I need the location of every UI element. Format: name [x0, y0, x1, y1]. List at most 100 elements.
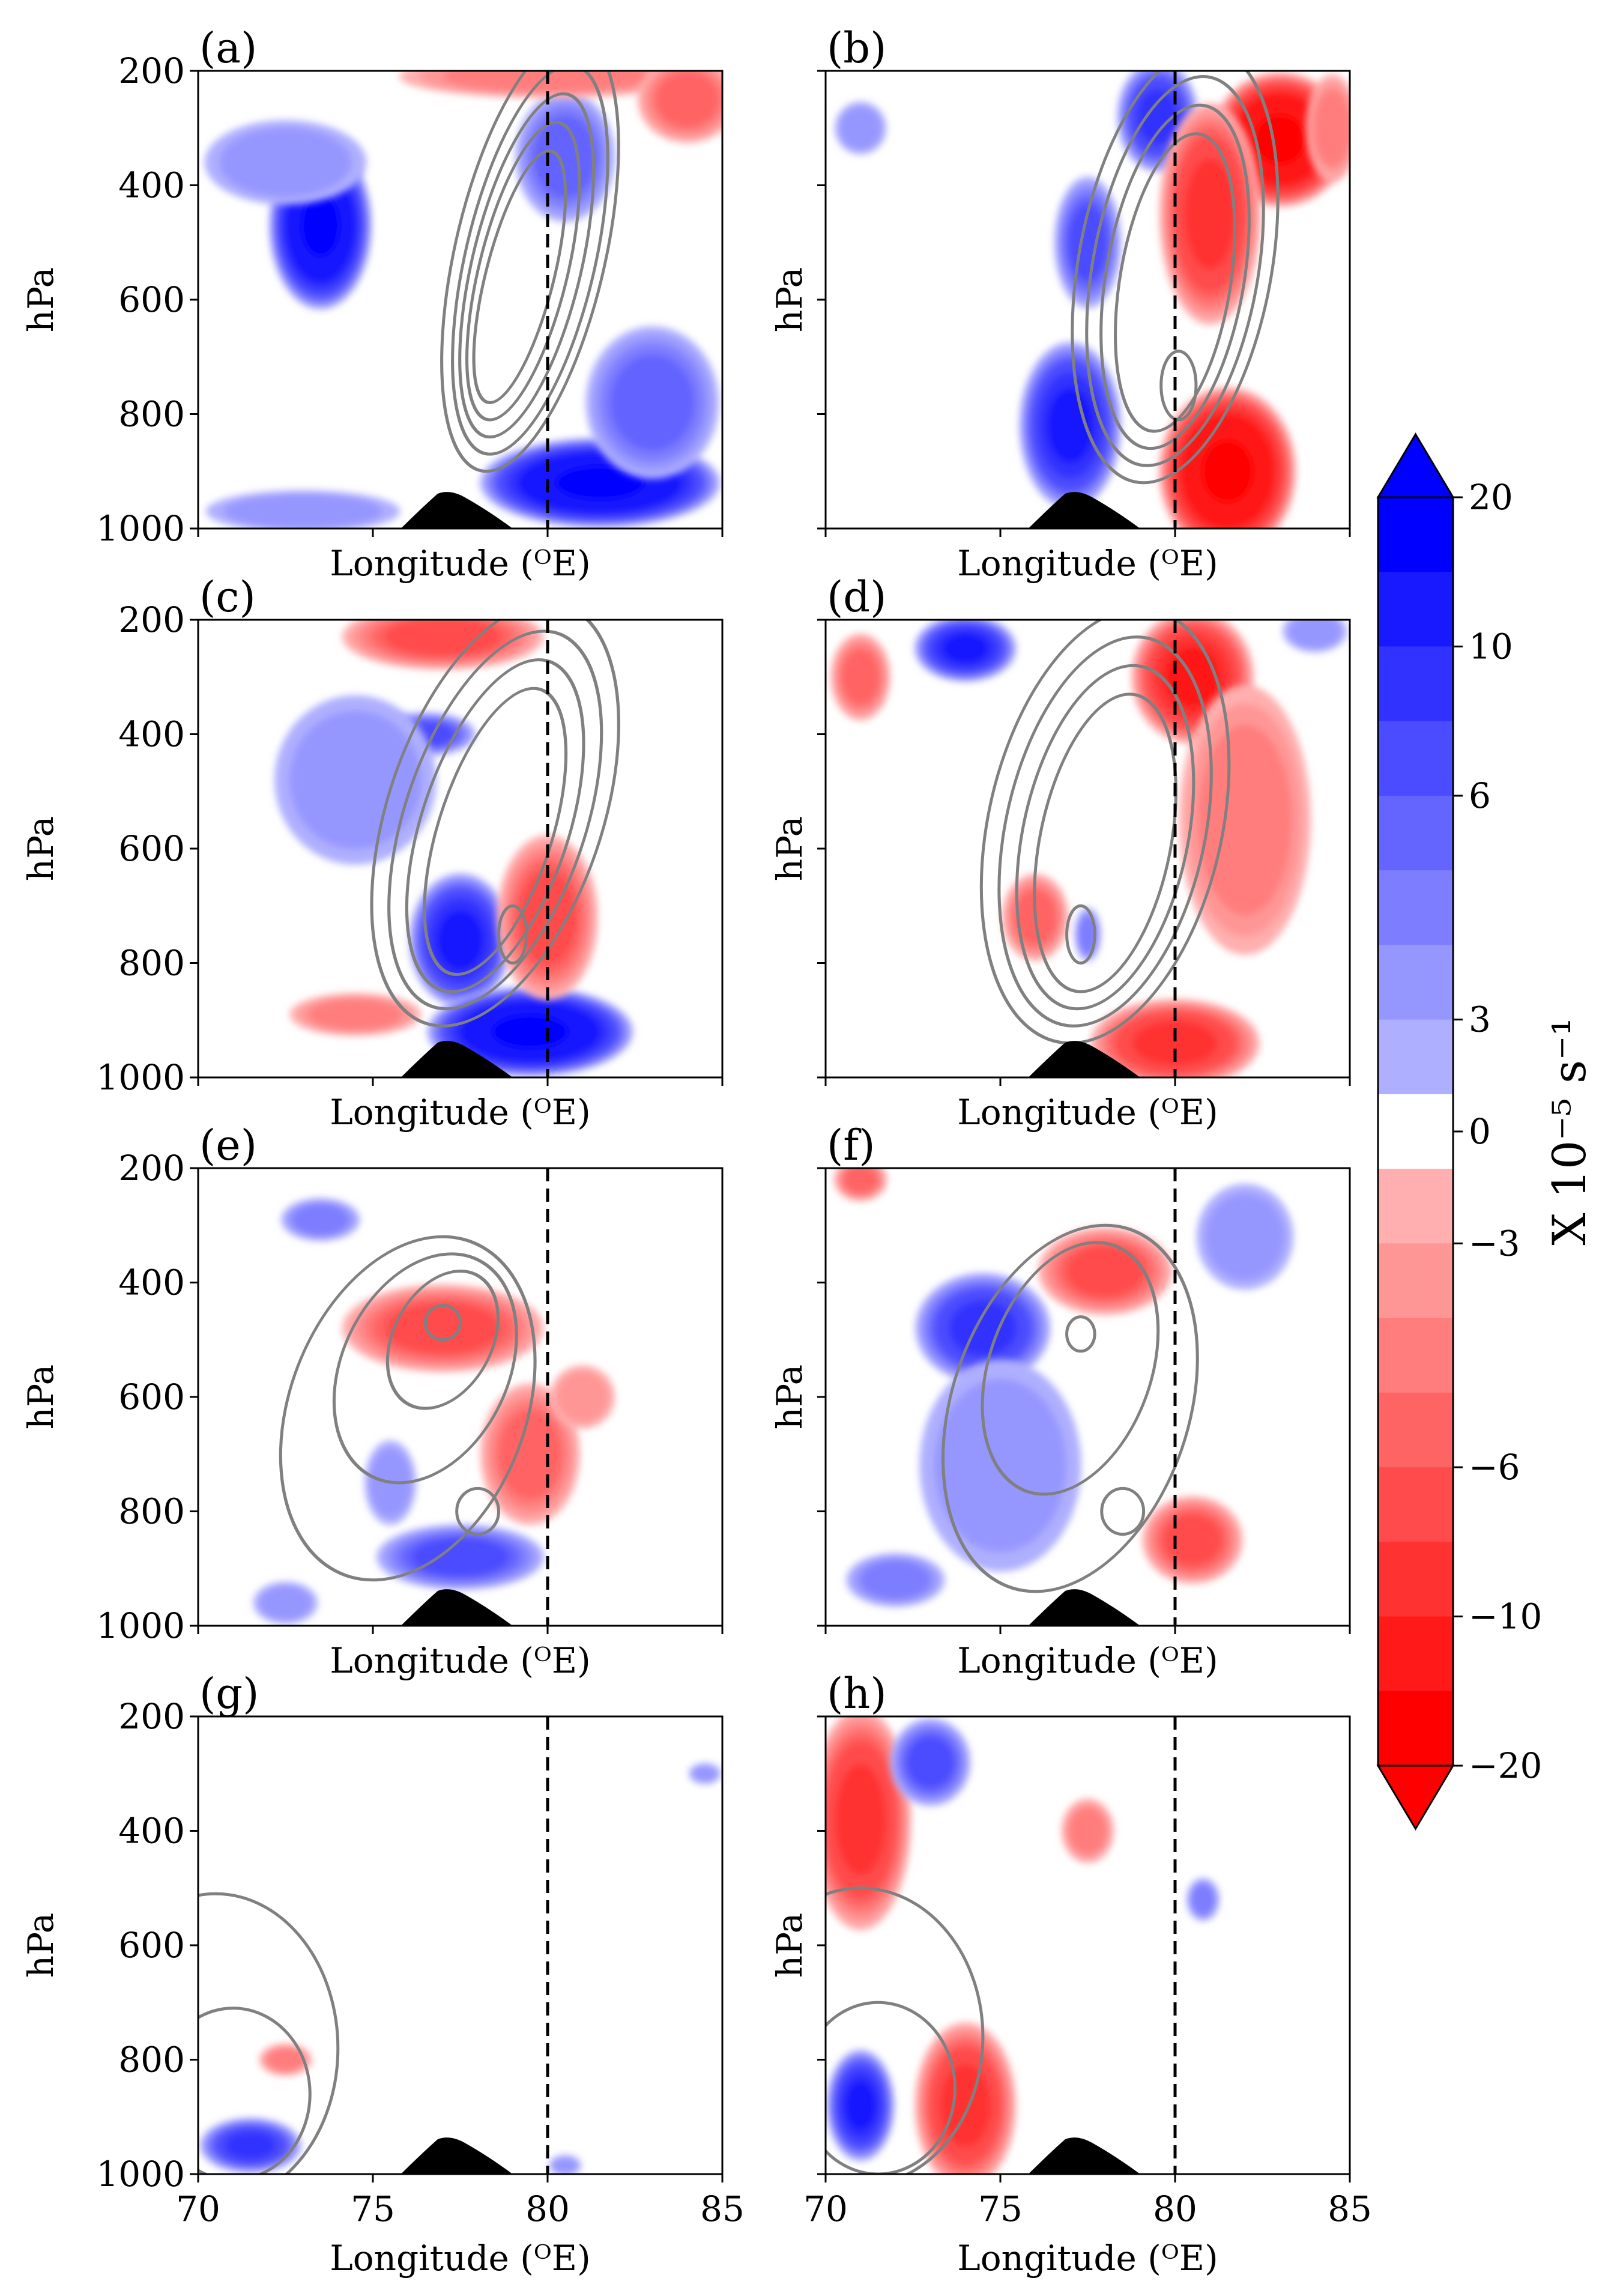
contour-line — [941, 1223, 1199, 1593]
contour-line — [332, 1252, 518, 1485]
anomaly-blob — [637, 71, 722, 144]
anomaly-blob — [1186, 1877, 1220, 1921]
x-tick-label: 80 — [525, 2188, 570, 2229]
anomaly-blob — [480, 1383, 581, 1525]
anomaly-band — [1254, 115, 1305, 165]
anomaly-blob — [826, 1716, 911, 1931]
anomaly-band — [309, 999, 402, 1030]
y-tick-label: 800 — [118, 1491, 185, 1532]
y-tick-label: 600 — [118, 1925, 185, 1966]
anomaly-band — [934, 1379, 1066, 1552]
colorbar-band — [1378, 1616, 1453, 1692]
anomaly-band — [691, 1764, 718, 1783]
x-tick-label: 70 — [803, 2188, 848, 2229]
contour-line — [1114, 132, 1236, 433]
anomaly-blob — [1282, 620, 1347, 653]
colorbar-tick-label: 10 — [1469, 626, 1513, 667]
colorbar-tick-label: 0 — [1469, 1111, 1491, 1152]
colorbar-label: X 10⁻⁵ s⁻¹ — [1543, 1017, 1596, 1245]
y-tick-label: 1000 — [96, 2154, 185, 2195]
x-axis-label: Longitude (ᴼE) — [330, 543, 591, 584]
y-tick-label: 200 — [118, 1148, 185, 1189]
anomaly-band — [1132, 1020, 1218, 1065]
anomaly-band — [411, 1537, 509, 1577]
colorbar-band — [1378, 795, 1453, 871]
anomaly-blob — [550, 1365, 615, 1429]
colorbar-tick-label: −6 — [1469, 1447, 1520, 1488]
x-axis-label: Longitude (ᴼE) — [330, 1640, 591, 1681]
y-axis-label: hPa — [20, 816, 61, 881]
anomaly-blob — [1306, 74, 1350, 183]
contour-line — [423, 1304, 462, 1342]
anomaly-band — [1288, 620, 1341, 649]
colorbar-tick-label: −20 — [1469, 1745, 1542, 1786]
anomaly-band — [492, 1015, 568, 1049]
anomaly-blob — [890, 1718, 971, 1807]
panel-label: (d) — [827, 572, 886, 622]
anomaly-blob — [919, 1359, 1081, 1572]
panel-f: (f) hPa Longitude (ᴼE) — [769, 1121, 1351, 1681]
anomaly-band — [223, 494, 382, 529]
anomaly-blob — [835, 101, 887, 155]
contour-line — [1085, 75, 1265, 467]
anomaly-blob — [549, 2155, 582, 2174]
y-tick-label: 600 — [118, 1377, 185, 1417]
anomaly-blob — [376, 1524, 545, 1590]
contour-line — [1099, 103, 1251, 450]
terrain-silhouette — [400, 2137, 513, 2174]
colorbar-band — [1378, 1318, 1453, 1393]
contour-line — [423, 686, 568, 977]
x-tick-label: 75 — [978, 2188, 1023, 2229]
y-tick-label: 200 — [118, 50, 185, 91]
y-tick-label: 1000 — [96, 508, 185, 549]
anomaly-blob — [1074, 907, 1101, 962]
y-tick-label: 200 — [118, 1696, 185, 1737]
colorbar-band — [1378, 1542, 1453, 1617]
colorbar-band — [1378, 1392, 1453, 1468]
panel-c: (c) 200 400 600 800 1000 hPa Longitude (ᴼE) — [20, 572, 724, 1133]
contour-line — [387, 629, 603, 1011]
anomaly-blob — [289, 993, 422, 1037]
colorbar-max-extension — [1376, 432, 1455, 498]
panel-a: (a) 200 400 600 800 1000 hPa Longitude (ᴼE) — [20, 23, 724, 584]
panel-plot-area — [198, 1168, 722, 1626]
anomaly-blob — [274, 695, 437, 865]
x-tick-label: 80 — [1153, 2188, 1197, 2229]
terrain-silhouette — [400, 1589, 513, 1626]
panel-plot-area — [826, 620, 1350, 1077]
contour-line — [458, 92, 596, 439]
anomaly-band — [1184, 158, 1236, 270]
y-tick-label: 600 — [118, 828, 185, 869]
anomaly-band — [860, 1561, 931, 1599]
anomaly-band — [839, 106, 882, 150]
anomaly-band — [1137, 88, 1178, 145]
panel-plot-area — [198, 71, 722, 529]
anomaly-band — [219, 127, 352, 198]
colorbar-tick-label: −3 — [1469, 1223, 1520, 1264]
contour-line — [472, 149, 567, 404]
x-axis-label: Longitude (ᴼE) — [957, 1092, 1218, 1133]
contour-line — [1015, 664, 1195, 1011]
contour-line — [981, 1241, 1160, 1496]
panel-g: (g) 200 400 600 800 1000 hPa 70 75 80 85 Longitude … — [20, 1669, 745, 2279]
contour-line — [198, 1892, 340, 2174]
anomaly-blob — [846, 1552, 945, 1607]
colorbar-band — [1378, 1019, 1453, 1095]
anomaly-band — [289, 710, 422, 849]
contour-line — [451, 71, 609, 456]
anomaly-band — [1205, 1193, 1285, 1280]
contour-line — [997, 635, 1213, 1028]
anomaly-band — [907, 1736, 954, 1788]
panel-label: (f) — [827, 1121, 875, 1170]
x-axis-label: Longitude (ᴼE) — [957, 543, 1218, 584]
colorbar-min-extension — [1376, 1764, 1455, 1831]
contour-line — [465, 121, 581, 422]
panel-label: (h) — [827, 1669, 887, 1718]
colorbar-band — [1378, 1691, 1453, 1766]
x-tick-label: 75 — [351, 2188, 395, 2229]
x-axis-label: Longitude (ᴼE) — [330, 1092, 591, 1133]
y-tick-label: 200 — [118, 599, 185, 640]
anomaly-band — [656, 71, 719, 127]
panel-plot-area — [198, 1716, 722, 2174]
anomaly-band — [556, 466, 644, 500]
